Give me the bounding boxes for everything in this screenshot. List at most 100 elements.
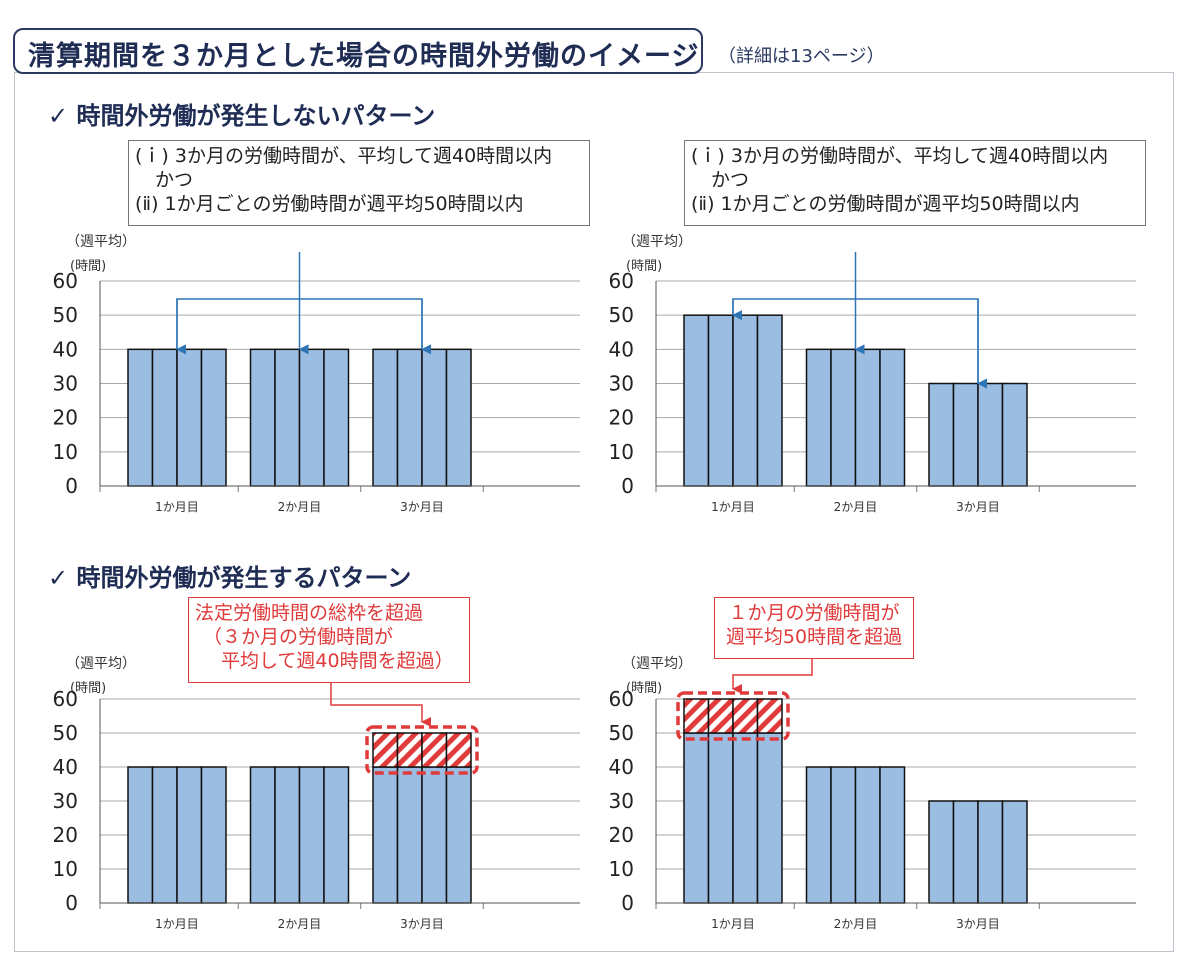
x-tick-label: 3か月目 <box>956 917 1000 931</box>
bar-week <box>151 348 178 487</box>
bar-week-excess <box>707 698 734 734</box>
bar-week <box>952 382 979 487</box>
bar-week <box>830 766 857 904</box>
y-tick-label: 20 <box>609 823 634 847</box>
excess-highlight <box>365 725 479 775</box>
y-tick-label: 20 <box>53 823 78 847</box>
y-tick-label: 30 <box>53 372 78 396</box>
x-tick-label: 1か月目 <box>155 500 199 514</box>
x-tick-label: 1か月目 <box>155 917 199 931</box>
y-tick-label: 20 <box>53 406 78 430</box>
x-tick-label: 3か月目 <box>400 500 444 514</box>
bar-week <box>200 766 227 904</box>
bar-week <box>977 800 1004 904</box>
x-tick-label: 2か月目 <box>834 917 878 931</box>
bar-week <box>396 348 423 487</box>
y-tick-label: 0 <box>621 891 634 915</box>
warning-box-total-frame: 法定労働時間の総枠を超過 （３か月の労働時間が 平均して週40時間を超過） <box>188 597 470 683</box>
y-axis-label: （週平均） <box>66 234 136 250</box>
bar-week <box>805 766 832 904</box>
bar-week-excess <box>732 698 759 734</box>
bar-week-excess <box>372 732 399 768</box>
bar-week-excess <box>683 698 710 734</box>
chart-4: （週平均） (時間) 0 10 20 30 40 50 60 1か月目 2か月目 3か月目 <box>609 656 1136 931</box>
bar-week <box>879 766 906 904</box>
bar-week-excess <box>445 732 472 768</box>
x-tick-label: 3か月目 <box>400 917 444 931</box>
y-tick-label: 40 <box>609 755 634 779</box>
y-tick-label: 60 <box>53 269 78 293</box>
chart-2: （週平均） (時間) 0 10 20 30 40 50 60 1か月目 2か月目 3か月目 <box>609 234 1136 514</box>
bar-week <box>372 348 399 487</box>
y-tick-label: 10 <box>609 440 634 464</box>
bar-week <box>683 314 710 487</box>
bar-week <box>683 732 710 904</box>
warning-line-2: （３か月の労働時間が <box>203 626 394 648</box>
x-tick-label: 1か月目 <box>711 500 755 514</box>
warning-line-3: 平均して週40時間を超過） <box>221 650 454 672</box>
x-tick-label: 2か月目 <box>278 500 322 514</box>
condition-box-left: (ｉ) 3か月の労働時間が、平均して週40時間以内 かつ (ⅱ) 1か月ごとの労… <box>128 140 590 226</box>
bar-week <box>274 766 301 904</box>
chart-3: （週平均） (時間) 0 10 20 30 40 50 60 1か月目 2か月目 3か月目 <box>53 656 580 931</box>
y-tick-label: 0 <box>65 474 78 498</box>
bar-week <box>707 732 734 904</box>
bar-week <box>928 800 955 904</box>
warning-arrow <box>732 659 813 694</box>
warning-box-monthly: １か月の労働時間が 週平均50時間を超過 <box>714 597 914 659</box>
y-tick-label: 60 <box>53 687 78 711</box>
section-heading-no-overtime: ✓ 時間外労働が発生しないパターン <box>48 102 436 130</box>
chart-1: （週平均） (時間) 0 10 20 30 40 50 60 1か月目 2か月目 3か月目 <box>53 234 580 514</box>
bar-week <box>372 766 399 904</box>
bar-week-excess <box>396 732 423 768</box>
condition-line-2: かつ <box>711 169 750 191</box>
bar-week <box>127 766 154 904</box>
condition-line-1: (ｉ) 3か月の労働時間が、平均して週40時間以内 <box>691 145 1109 167</box>
page-title: 清算期間を３か月とした場合の時間外労働のイメージ <box>28 41 700 72</box>
bar-week <box>298 348 325 487</box>
condition-line-3: (ⅱ) 1か月ごとの労働時間が週平均50時間以内 <box>691 193 1080 215</box>
y-axis-label: （週平均） <box>66 656 136 672</box>
bar-week <box>151 766 178 904</box>
warning-line-2: 週平均50時間を超過 <box>725 626 903 648</box>
bar-week <box>200 348 227 487</box>
bar-week <box>396 766 423 904</box>
bar-week <box>1001 382 1028 487</box>
y-axis-label: （週平均） <box>622 234 692 250</box>
y-tick-label: 40 <box>53 755 78 779</box>
section-heading-overtime: ✓ 時間外労働が発生するパターン <box>48 564 412 592</box>
bar-week <box>127 348 154 487</box>
warning-line-1: 法定労働時間の総枠を超過 <box>195 602 424 624</box>
y-tick-label: 10 <box>53 440 78 464</box>
bar-week <box>249 766 276 904</box>
warning-line-1: １か月の労働時間が <box>728 602 900 624</box>
bar-week <box>445 766 472 904</box>
bar-week <box>323 348 350 487</box>
bar-week-excess <box>756 698 783 734</box>
y-tick-label: 60 <box>609 687 634 711</box>
bar-week <box>707 314 734 487</box>
y-axis-unit: (時間) <box>626 681 662 696</box>
title-note: （詳細は13ページ） <box>718 46 885 67</box>
y-tick-label: 50 <box>53 303 78 327</box>
condition-line-2: かつ <box>155 169 194 191</box>
y-axis-unit: (時間) <box>70 259 106 274</box>
bar-week <box>274 348 301 487</box>
bar-week <box>323 766 350 904</box>
y-tick-label: 40 <box>609 337 634 361</box>
y-tick-label: 10 <box>53 857 78 881</box>
bar-week <box>1001 800 1028 904</box>
bar-week <box>977 382 1004 487</box>
bar-week <box>176 766 203 904</box>
y-tick-label: 50 <box>609 721 634 745</box>
y-tick-label: 0 <box>65 891 78 915</box>
x-tick-label: 1か月目 <box>711 917 755 931</box>
y-tick-label: 30 <box>53 789 78 813</box>
warning-arrow <box>330 683 431 727</box>
y-tick-label: 10 <box>609 857 634 881</box>
bar-week <box>421 348 448 487</box>
bar-week <box>445 348 472 487</box>
y-axis-unit: (時間) <box>70 681 106 696</box>
y-tick-label: 30 <box>609 372 634 396</box>
